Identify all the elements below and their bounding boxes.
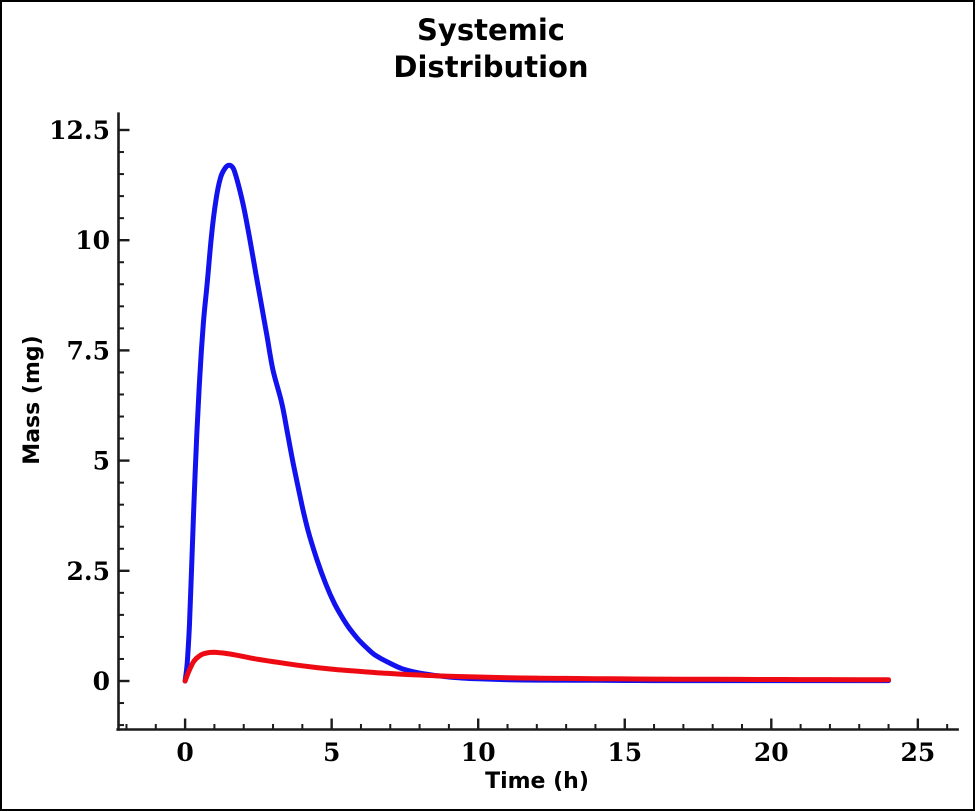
- curves: [182, 162, 891, 684]
- y-axis-label: Mass (mg): [20, 335, 45, 464]
- series-blue-curve: [182, 162, 891, 684]
- y-tick-label: 7.5: [67, 336, 111, 365]
- y-tick-label: 10: [75, 226, 110, 255]
- x-tick-label: 5: [323, 738, 340, 767]
- x-tick-label: 15: [607, 738, 642, 767]
- y-tick-label: 12.5: [49, 116, 110, 145]
- y-tick-label: 5: [93, 447, 110, 476]
- chart-title-line1: Systemic: [417, 13, 565, 47]
- series-red-curve: [182, 649, 891, 684]
- y-tick-label: 2.5: [67, 557, 111, 586]
- x-axis-label: Time (h): [485, 769, 589, 794]
- axes: 0 5 10 15 20 25 0 2.5 5 7.5 10 12.5: [49, 112, 959, 767]
- x-tick-label: 0: [176, 738, 193, 767]
- chart-title-line2: Distribution: [393, 50, 588, 84]
- x-tick-label: 25: [900, 738, 935, 767]
- x-tick-label: 20: [754, 738, 789, 767]
- y-tick-label: 0: [93, 667, 110, 696]
- x-tick-label: 10: [461, 738, 496, 767]
